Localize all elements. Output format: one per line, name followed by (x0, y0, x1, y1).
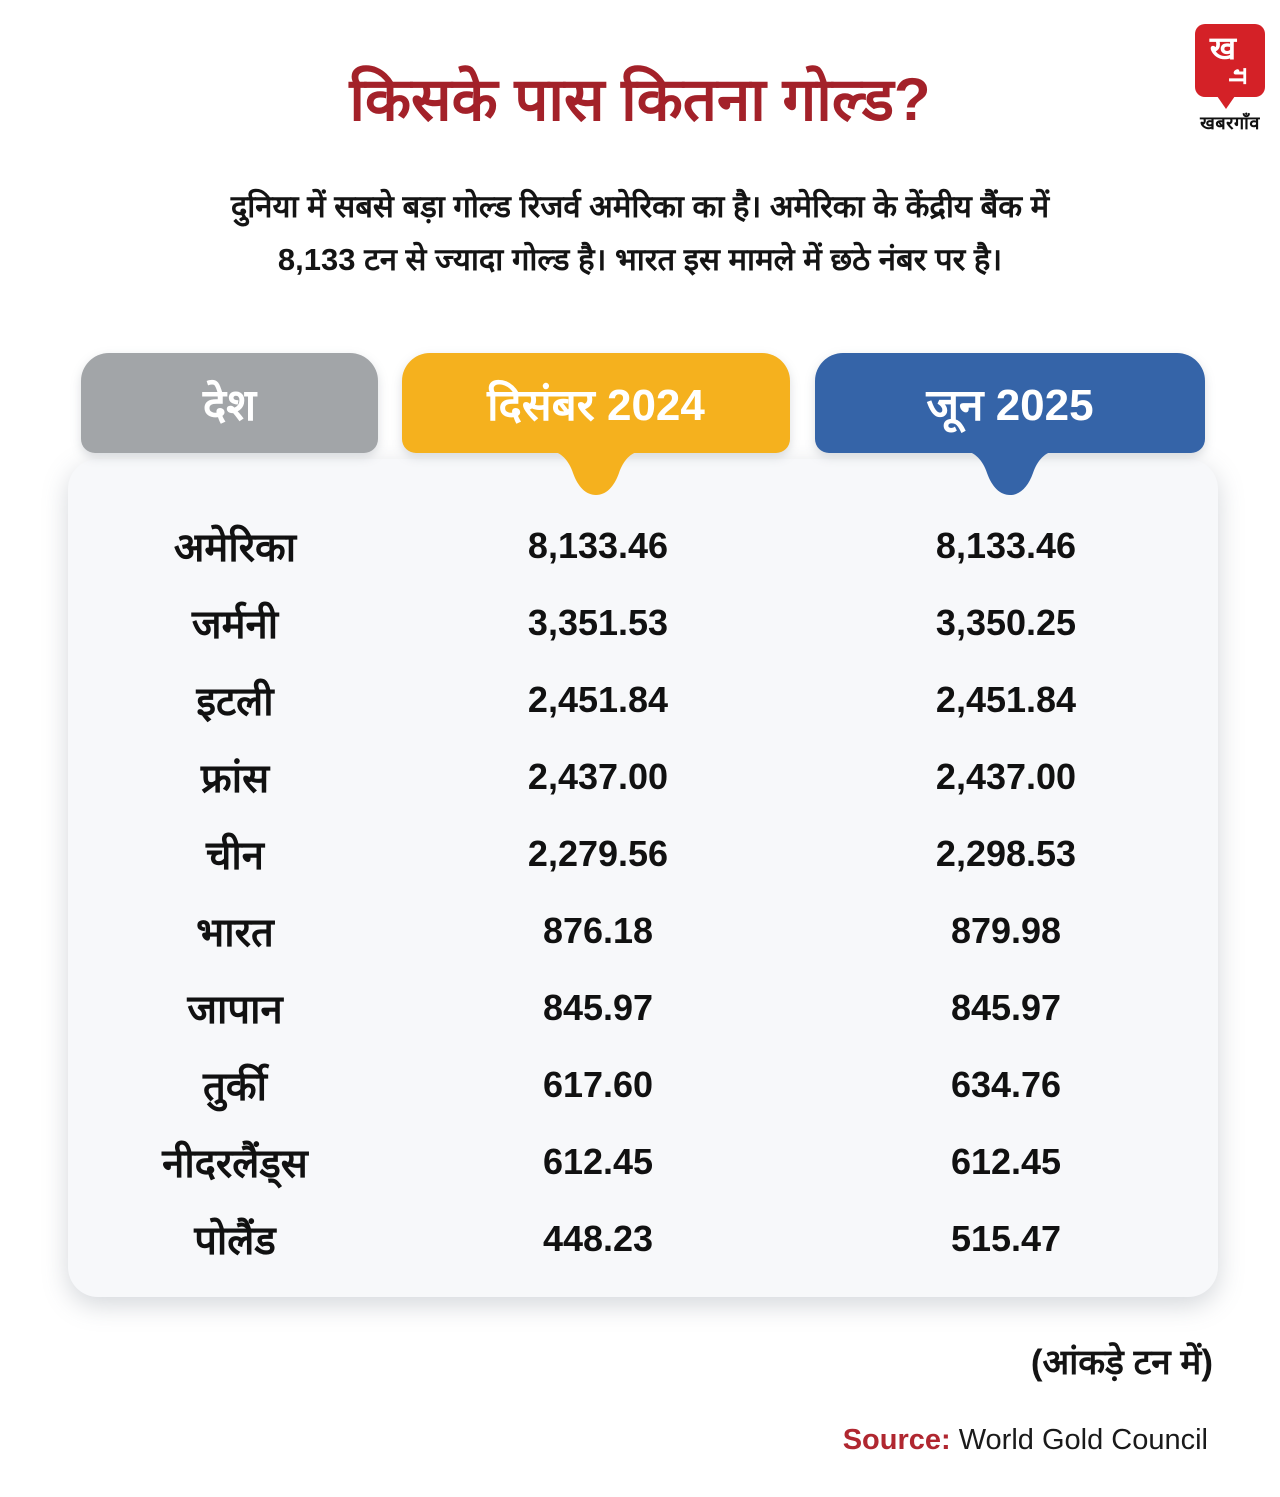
page-title: किसके पास कितना गोल्ड? (349, 66, 931, 133)
table-row: अमेरिका 8,133.46 8,133.46 (68, 507, 1218, 584)
country-cell: इटली (196, 680, 274, 724)
dec-2024-cell: 845.97 (542, 986, 654, 1028)
country-cell: नीदरलैंड्स (162, 1142, 308, 1186)
country-cell: फ्रांस (200, 757, 270, 801)
source-line: Source: World Gold Council (843, 1424, 1208, 1457)
table-row: पोलैंड 448.23 515.47 (68, 1200, 1218, 1277)
source-value: World Gold Council (958, 1424, 1208, 1456)
country-cell: अमेरिका (173, 526, 297, 570)
country-cell: जापान (187, 988, 283, 1032)
dec-2024-cell: 617.60 (542, 1063, 654, 1105)
country-cell: पोलैंड (194, 1219, 276, 1263)
country-cell: तुर्की (203, 1065, 267, 1109)
subtitle-line-2: 8,133 टन से ज्यादा गोल्ड है। भारत इस माम… (277, 242, 1003, 277)
unit-note: (आंकड़े टन में) (1030, 1343, 1213, 1382)
dec-2024-cell: 2,451.84 (527, 678, 669, 720)
header-tab-jun-2025: जून 2025 (815, 353, 1205, 453)
logo-glyph-top: ख (1209, 29, 1237, 66)
dec-2024-cell: 8,133.46 (527, 524, 669, 566)
header-tab-dec-2024-label: दिसंबर 2024 (487, 381, 705, 430)
dec-2024-cell: 612.45 (542, 1140, 654, 1182)
jun-2025-cell: 2,451.84 (935, 678, 1077, 720)
jun-2025-cell: 612.45 (950, 1140, 1062, 1182)
table-row: इटली 2,451.84 2,451.84 (68, 661, 1218, 738)
tab-pointer-blue-icon (963, 451, 1057, 495)
country-cell: भारत (196, 911, 274, 955)
dec-2024-cell: 448.23 (542, 1217, 654, 1259)
subtitle-line-1: दुनिया में सबसे बड़ा गोल्ड रिजर्व अमेरिक… (230, 189, 1050, 224)
jun-2025-cell: 634.76 (950, 1063, 1062, 1105)
dec-2024-cell: 3,351.53 (527, 601, 669, 643)
gold-reserves-table: अमेरिका 8,133.46 8,133.46 जर्मनी 3,351.5… (68, 507, 1218, 1277)
jun-2025-cell: 845.97 (950, 986, 1062, 1028)
jun-2025-cell: 2,437.00 (935, 755, 1077, 797)
dec-2024-cell: 2,279.56 (527, 832, 669, 874)
table-row: चीन 2,279.56 2,298.53 (68, 815, 1218, 892)
country-cell: चीन (206, 834, 264, 878)
header-tab-country: देश (81, 353, 378, 453)
page-subtitle: दुनिया में सबसे बड़ा गोल्ड रिजर्व अमेरिक… (0, 180, 1280, 286)
jun-2025-cell: 879.98 (950, 909, 1062, 951)
header-tab-country-label: देश (202, 381, 257, 430)
table-row: तुर्की 617.60 634.76 (68, 1046, 1218, 1123)
table-row: नीदरलैंड्स 612.45 612.45 (68, 1123, 1218, 1200)
jun-2025-cell: 8,133.46 (935, 524, 1077, 566)
jun-2025-cell: 2,298.53 (935, 832, 1077, 874)
dec-2024-cell: 876.18 (542, 909, 654, 951)
gold-reserves-table-card: अमेरिका 8,133.46 8,133.46 जर्मनी 3,351.5… (68, 459, 1218, 1297)
brand-logo-icon: ख ग (1195, 24, 1265, 109)
table-row: जर्मनी 3,351.53 3,350.25 (68, 584, 1218, 661)
country-cell: जर्मनी (191, 603, 279, 647)
header-tab-jun-2025-label: जून 2025 (926, 381, 1094, 430)
brand-logo: ख ग खबरगाँव (1185, 24, 1275, 135)
dec-2024-cell: 2,437.00 (527, 755, 669, 797)
table-row: जापान 845.97 845.97 (68, 969, 1218, 1046)
table-row: भारत 876.18 879.98 (68, 892, 1218, 969)
jun-2025-cell: 515.47 (950, 1217, 1062, 1259)
tab-pointer-yellow-icon (549, 451, 643, 495)
logo-wordmark: खबरगाँव (1200, 113, 1260, 133)
table-row: फ्रांस 2,437.00 2,437.00 (68, 738, 1218, 815)
source-label: Source: (842, 1424, 951, 1456)
header-tab-dec-2024: दिसंबर 2024 (402, 353, 790, 453)
jun-2025-cell: 3,350.25 (935, 601, 1077, 643)
